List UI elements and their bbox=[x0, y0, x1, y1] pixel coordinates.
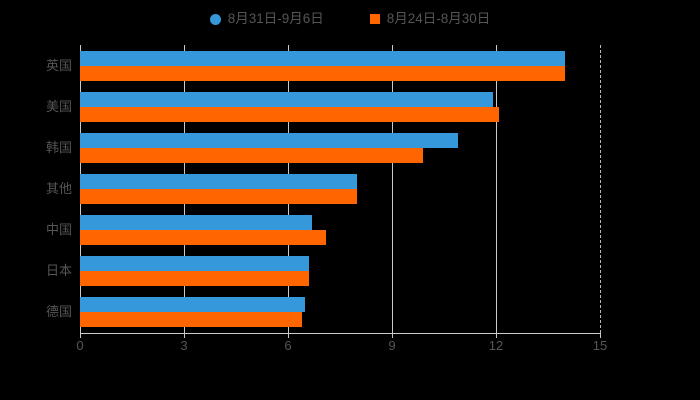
bar-group bbox=[80, 91, 600, 122]
gridline bbox=[600, 45, 601, 333]
x-axis-tick-label: 3 bbox=[180, 338, 188, 353]
x-axis-tick-mark bbox=[392, 333, 393, 338]
bar-series-b[interactable] bbox=[80, 271, 309, 287]
x-axis-tick-mark bbox=[184, 333, 185, 338]
bar-series-a[interactable] bbox=[80, 50, 566, 66]
y-axis-category-label: 美国 bbox=[45, 98, 72, 114]
legend-item-series-a[interactable]: 8月31日-9月6日 bbox=[209, 6, 324, 32]
bar-group bbox=[80, 50, 600, 81]
y-axis-category-label: 德国 bbox=[45, 304, 72, 320]
gridline bbox=[496, 45, 497, 333]
legend-label-series-b: 8月24日-8月30日 bbox=[386, 11, 491, 27]
chart-legend: 8月31日-9月6日 8月24日-8月30日 bbox=[0, 6, 700, 32]
bar-series-b[interactable] bbox=[80, 106, 500, 122]
bar-group bbox=[80, 132, 600, 163]
legend-square-marker-icon bbox=[369, 14, 380, 24]
bar-series-a[interactable] bbox=[80, 256, 309, 272]
legend-item-series-b[interactable]: 8月24日-8月30日 bbox=[369, 6, 491, 32]
bar-group bbox=[80, 256, 600, 287]
bar-series-b[interactable] bbox=[80, 65, 566, 81]
y-axis-category-label: 韩国 bbox=[45, 139, 72, 155]
bar-series-b[interactable] bbox=[80, 147, 424, 163]
bar-group bbox=[80, 215, 600, 246]
x-axis-tick-mark bbox=[600, 333, 601, 338]
plot-area bbox=[80, 45, 601, 333]
y-axis-category-labels: 英国美国韩国其他中国日本德国 bbox=[0, 45, 72, 333]
y-axis-category-label: 中国 bbox=[45, 222, 72, 238]
x-axis-tick-mark bbox=[80, 333, 81, 338]
y-axis-category-label: 英国 bbox=[45, 57, 72, 73]
x-axis-tick-label: 12 bbox=[488, 338, 504, 353]
bar-series-b[interactable] bbox=[80, 312, 302, 328]
bar-series-a[interactable] bbox=[80, 297, 306, 313]
x-axis-tick-label: 15 bbox=[592, 338, 608, 353]
gridline bbox=[392, 45, 393, 333]
x-axis-tick-labels: 0 3 6 9 12 15 bbox=[0, 337, 700, 359]
bar-series-a[interactable] bbox=[80, 174, 358, 189]
bar-series-a[interactable] bbox=[80, 91, 493, 107]
bar-series-a[interactable] bbox=[80, 132, 458, 148]
x-axis-tick-label: 0 bbox=[76, 338, 84, 353]
x-axis-tick-mark bbox=[288, 333, 289, 338]
bar-series-b[interactable] bbox=[80, 230, 327, 246]
bar-group bbox=[80, 297, 600, 328]
x-axis-line bbox=[80, 333, 601, 334]
bar-series-a[interactable] bbox=[80, 215, 313, 231]
y-axis-category-label: 其他 bbox=[45, 181, 72, 196]
x-axis-tick-label: 6 bbox=[284, 338, 292, 353]
bar-series-b[interactable] bbox=[80, 189, 358, 204]
bar-group bbox=[80, 174, 600, 204]
legend-circle-marker-icon bbox=[209, 13, 221, 25]
x-axis-tick-mark bbox=[496, 333, 497, 338]
y-axis-category-label: 日本 bbox=[45, 263, 72, 279]
legend-label-series-a: 8月31日-9月6日 bbox=[227, 11, 324, 27]
x-axis-tick-label: 9 bbox=[388, 338, 396, 353]
